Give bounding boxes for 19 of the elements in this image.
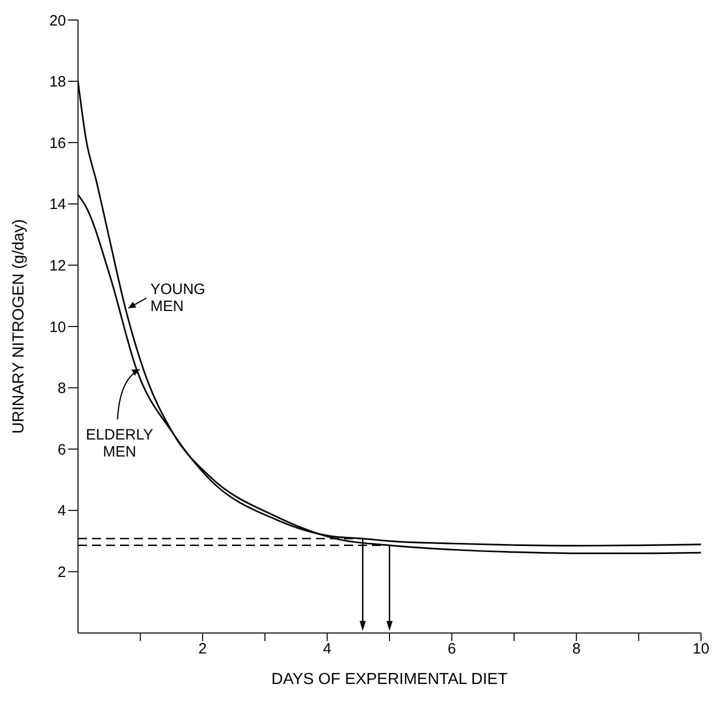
y-axis-title: URINARY NITROGEN (g/day)	[10, 219, 28, 434]
x-tick-label: 8	[572, 640, 581, 658]
x-tick-label: 2	[198, 640, 207, 658]
x-tick-label: 10	[692, 640, 710, 658]
y-tick-label: 6	[58, 441, 66, 458]
y-tick-label: 18	[49, 74, 66, 91]
y-tick-label: 2	[58, 564, 66, 582]
legend-label: YOUNG MEN	[150, 281, 206, 316]
series-label: ELDERLY MEN	[86, 426, 154, 460]
y-tick-label: 16	[49, 134, 66, 152]
x-tick-label: 4	[323, 640, 332, 658]
y-tick-label: 14	[49, 196, 66, 214]
y-tick-label: 8	[58, 380, 66, 398]
x-axis-title: DAYS OF EXPERIMENTAL DIET	[271, 671, 508, 688]
y-tick-label: 10	[49, 318, 66, 336]
y-tick-label: 4	[58, 502, 66, 520]
y-tick-label: 20	[49, 12, 66, 30]
y-tick-label: 12	[49, 258, 66, 275]
x-tick-label: 6	[448, 640, 456, 658]
